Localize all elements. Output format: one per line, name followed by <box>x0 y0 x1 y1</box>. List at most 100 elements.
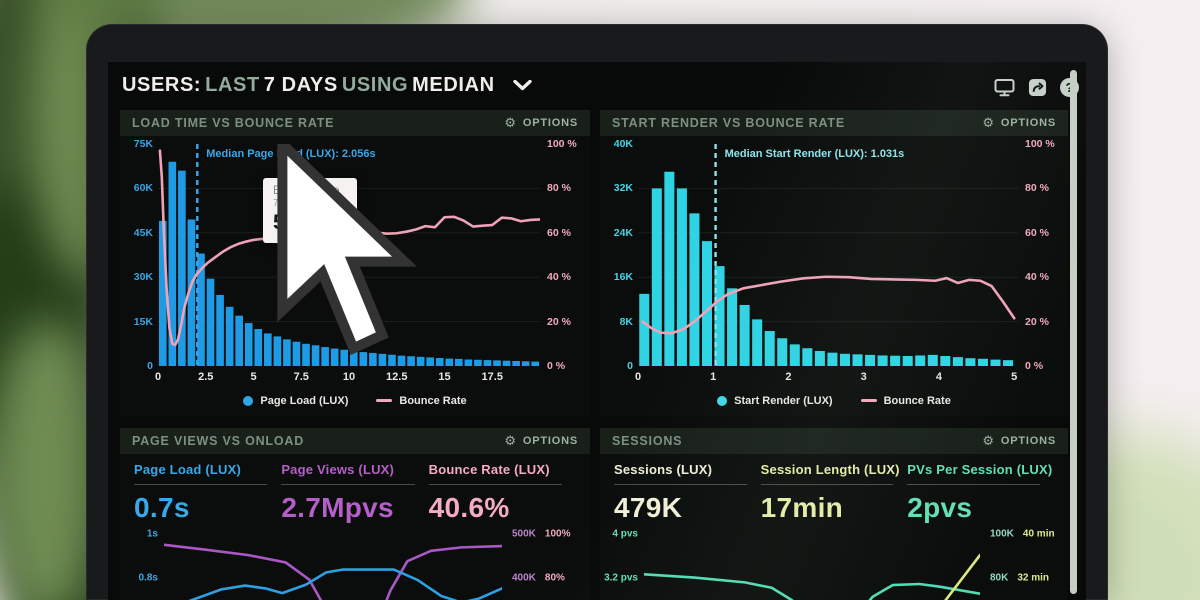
start-render-histogram[interactable]: Median Start Render (LUX): 1.031s <box>638 144 1018 366</box>
metric-value: 40.6% <box>428 492 510 523</box>
options-label: OPTIONS <box>1000 117 1056 129</box>
share-icon[interactable] <box>1028 78 1047 97</box>
axis-tick: 1 <box>710 371 717 383</box>
axis-tick: 40K <box>613 138 633 150</box>
axis-tick: 20 % <box>547 315 571 328</box>
axis-tick: 15K <box>133 315 153 328</box>
legend-line-icon <box>860 399 877 402</box>
axis-tick: 3 <box>860 371 867 383</box>
axis-tick: 3.2 pvs <box>604 572 638 584</box>
metric-divider <box>281 484 415 485</box>
sessions-chart[interactable] <box>644 528 980 600</box>
axis-tick: 0 % <box>1025 360 1044 372</box>
axis-tick: 4 <box>935 371 943 383</box>
metric: Sessions (LUX) 479K <box>614 462 761 524</box>
axis-tick: 100 % <box>547 138 577 150</box>
axis-tick: 60K <box>133 182 153 195</box>
axis-tick: 15 <box>438 371 451 383</box>
y-axis-left: 75K 60K 45K 30K 15K 0 <box>122 138 158 372</box>
gear-icon: ⚙ <box>982 433 995 449</box>
scrollbar[interactable] <box>1070 70 1077 594</box>
axis-tick: 7.5 <box>293 371 309 383</box>
options-label: OPTIONS <box>522 117 578 129</box>
y-axis-left: 4 pvs 3.2 pvs <box>600 528 644 600</box>
chart-legend: Start Render (LUX) Bounce Rate <box>602 384 1066 410</box>
pageviews-onload-chart[interactable] <box>164 528 502 600</box>
panel-start-render-vs-bounce-rate: START RENDER VS BOUNCE RATE ⚙ OPTIONS 40… <box>600 110 1068 416</box>
metric: Session Length (LUX) 17min <box>760 462 908 524</box>
axis-tick: 80 % <box>547 182 571 195</box>
panel-load-time-vs-bounce-rate: LOAD TIME VS BOUNCE RATE ⚙ OPTIONS 75K 60… <box>120 110 590 416</box>
dashboard-screen: USERS: LAST 7 DAYS USING MEDIAN <box>108 62 1086 600</box>
y-axis-right: 500K 100% 400K 80% <box>502 528 590 600</box>
legend-label: Bounce Rate <box>399 394 467 407</box>
dashboard-title: USERS: LAST 7 DAYS USING MEDIAN <box>122 74 499 97</box>
axis-tick: 8K <box>619 315 633 328</box>
axis-tick: 4 pvs <box>612 528 638 540</box>
display-icon[interactable] <box>994 78 1015 97</box>
axis-tick: 45K <box>133 226 153 239</box>
legend-item[interactable]: Bounce Rate <box>376 394 467 407</box>
gear-icon: ⚙ <box>504 433 517 449</box>
metric-row: Page Load (LUX) 0.7s Page Views (LUX) 2.7Mp… <box>120 454 590 526</box>
metric-label: PVs Per Session (LUX) <box>907 462 1053 477</box>
chart-area: 4 pvs 3.2 pvs 100K 40 min 80K 32 min <box>600 528 1068 600</box>
options-button[interactable]: ⚙ OPTIONS <box>982 117 1056 130</box>
axis-tick: 0.8s <box>138 572 158 584</box>
chevron-down-icon[interactable] <box>512 80 532 91</box>
options-button[interactable]: ⚙ OPTIONS <box>504 117 578 130</box>
options-button[interactable]: ⚙ OPTIONS <box>982 435 1056 448</box>
legend-item[interactable]: Start Render (LUX) <box>717 395 833 407</box>
metric-label: Page Load (LUX) <box>134 462 242 477</box>
axis-tick: 100K <box>990 528 1014 540</box>
axis-tick: 60 % <box>547 226 571 239</box>
metric: PVs Per Session (LUX) 2pvs <box>907 462 1054 524</box>
legend-item[interactable]: Page Load (LUX) <box>243 395 348 407</box>
axis-tick: 12.5 <box>386 371 408 383</box>
metric-label: Bounce Rate (LUX) <box>428 462 550 477</box>
panel-header: PAGE VIEWS VS ONLOAD ⚙ OPTIONS <box>120 428 590 454</box>
options-button[interactable]: ⚙ OPTIONS <box>504 435 578 448</box>
y-axis-right: 100 % 80 % 60 % 40 % 20 % 0 % <box>540 138 588 372</box>
legend-line-icon <box>376 399 393 402</box>
dashboard-title-dropdown[interactable]: USERS: LAST 7 DAYS USING MEDIAN <box>122 74 532 97</box>
metric-divider <box>614 484 747 485</box>
axis-tick-row: 100K 40 min <box>990 528 1055 539</box>
legend-dot-icon <box>243 395 254 406</box>
metric-value: 17min <box>760 492 844 523</box>
load-time-histogram[interactable]: Median Page Load (LUX): 2.056s Bounce Ra… <box>158 144 540 366</box>
title-segment: USERS: <box>122 74 202 96</box>
metric-value: 479K <box>614 492 683 523</box>
panel-header: LOAD TIME VS BOUNCE RATE ⚙ OPTIONS <box>120 110 590 136</box>
gear-icon: ⚙ <box>982 115 995 131</box>
title-segment: LAST <box>205 74 260 96</box>
axis-tick: 32K <box>613 182 633 195</box>
legend-dot-icon <box>717 395 728 406</box>
axis-tick: 0 <box>147 360 153 372</box>
axis-tick: 2.5 <box>198 371 214 383</box>
median-annotation: Median Start Render (LUX): 1.031s <box>724 148 905 160</box>
chart-legend: Page Load (LUX) Bounce Rate <box>122 384 588 410</box>
axis-tick: 0 <box>154 371 162 383</box>
chart-area: 40K 32K 24K 16K 8K 0 Median Start Render (LUX… <box>600 136 1068 410</box>
gear-icon: ⚙ <box>504 115 517 131</box>
axis-tick: 24K <box>613 226 633 239</box>
axis-tick: 0 % <box>547 360 566 372</box>
panel-header: SESSIONS ⚙ OPTIONS <box>600 428 1068 454</box>
axis-tick: 30K <box>133 271 153 284</box>
toolbar: ? <box>994 78 1079 97</box>
legend-item[interactable]: Bounce Rate <box>860 395 951 407</box>
metric: Bounce Rate (LUX) 40.6% <box>428 462 576 524</box>
metric-label: Session Length (LUX) <box>760 462 900 477</box>
axis-tick: 100% <box>544 528 571 540</box>
axis-tick: 80 % <box>1025 182 1049 195</box>
axis-tick: 500K <box>512 528 536 540</box>
mouse-cursor <box>277 144 417 355</box>
axis-tick: 17.5 <box>481 371 503 383</box>
y-axis-left: 40K 32K 24K 16K 8K 0 <box>602 138 638 372</box>
axis-tick: 80K <box>990 572 1009 584</box>
panel-header: START RENDER VS BOUNCE RATE ⚙ OPTIONS <box>600 110 1068 136</box>
x-axis: 0 1 2 3 4 5 <box>635 366 1018 384</box>
